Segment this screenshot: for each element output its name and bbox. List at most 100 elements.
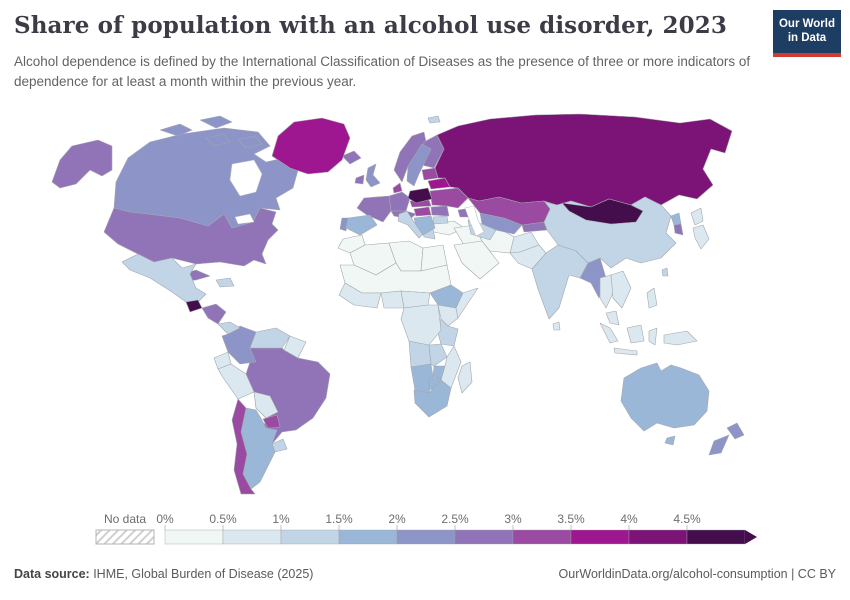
region-arctic-islands-4[interactable] [205,133,231,147]
country-panama-costa-rica[interactable] [217,321,241,335]
country-taiwan[interactable] [661,267,669,277]
country-kazakhstan[interactable] [467,196,551,226]
region-arctic-islands-3[interactable] [237,135,263,149]
region-arctic-islands-2[interactable] [199,115,233,129]
region-tasmania[interactable] [664,435,676,446]
hudson-bay [229,159,263,197]
country-somalia[interactable] [455,287,479,319]
region-balkans[interactable] [413,215,436,236]
country-france[interactable] [356,195,392,223]
region-west-africa[interactable] [338,282,382,309]
legend-tick-label: 2.5% [441,512,469,526]
great-lakes [234,213,255,225]
country-honduras-nicaragua[interactable] [201,303,227,325]
country-sweden[interactable] [406,143,432,187]
country-alaska[interactable] [51,139,113,189]
country-hungary[interactable] [413,206,432,217]
country-mongolia[interactable] [561,198,644,225]
legend-bin-swatch[interactable] [628,529,688,545]
data-source-label: Data source: [14,567,90,581]
region-indochina[interactable] [610,270,632,309]
country-kenya[interactable] [437,304,459,327]
country-ukraine[interactable] [429,187,469,209]
country-united-kingdom[interactable] [365,163,381,188]
region-sulawesi[interactable] [648,327,658,346]
legend-tick-label: 3% [504,512,522,526]
country-russia[interactable] [434,113,733,208]
world-map-svg [51,113,745,495]
legend-tick-label: 0.5% [209,512,237,526]
country-italy[interactable] [397,210,425,239]
country-guatemala[interactable] [185,299,203,313]
country-spain[interactable] [345,214,378,236]
country-pakistan[interactable] [509,244,547,270]
country-thailand[interactable] [599,274,614,309]
legend-bin-swatch[interactable] [454,529,514,545]
country-malaysia[interactable] [605,310,620,326]
country-japan-honshu[interactable] [692,224,710,250]
legend-tick-label: 4.5% [673,512,701,526]
legend-bin-swatch[interactable] [512,529,572,545]
country-bulgaria[interactable] [432,215,449,225]
legend-bin-swatch[interactable] [396,529,456,545]
legend-tick-label: 1% [272,512,290,526]
country-zambia[interactable] [428,343,448,367]
country-romania[interactable] [430,205,450,217]
data-source-text: IHME, Global Burden of Disease (2025) [89,567,314,581]
legend-tick-label: 3.5% [557,512,585,526]
country-denmark[interactable] [392,182,403,194]
country-poland[interactable] [407,187,433,204]
chart-footer: Data source: IHME, Global Burden of Dise… [14,567,836,581]
country-germany[interactable] [388,191,411,212]
country-nigeria[interactable] [380,290,405,309]
country-bolivia[interactable] [253,391,279,419]
region-baltics[interactable] [421,167,439,181]
owid-logo-text: Our World in Data [773,10,841,53]
country-paraguay[interactable] [262,414,281,429]
country-ireland[interactable] [354,174,365,185]
country-india[interactable] [531,244,589,320]
country-new-zealand-north[interactable] [726,422,745,440]
region-arctic-islands-1[interactable] [159,123,193,137]
country-chile[interactable] [231,398,256,495]
chart-subtitle: Alcohol dependence is defined by the Int… [14,54,751,89]
country-philippines[interactable] [646,287,658,309]
region-new-guinea[interactable] [663,330,698,346]
country-greenland[interactable] [271,117,351,175]
country-iceland[interactable] [341,150,362,165]
region-sumatra[interactable] [599,322,619,344]
map-legend: No data 0% 0.5% 1% 1.5% 2% 2.5% 3% 3.5% … [88,508,788,556]
legend-bin-swatch[interactable] [280,529,340,545]
owid-logo: Our World in Data [773,10,841,57]
legend-bin-swatch[interactable] [164,529,224,545]
country-saudi-arabia[interactable] [453,240,500,280]
country-north-korea[interactable] [670,212,682,226]
region-borneo[interactable] [626,324,645,344]
legend-bin-swatch[interactable] [338,529,398,545]
country-mexico[interactable] [121,253,207,303]
country-japan-hokkaido[interactable] [690,207,704,226]
country-sri-lanka[interactable] [552,321,561,331]
legend-bin-swatch[interactable] [570,529,630,545]
country-norway[interactable] [393,131,427,183]
data-source-line: Data source: IHME, Global Burden of Dise… [14,567,313,581]
legend-bin-swatch[interactable] [222,529,282,545]
legend-tick-label: 4% [620,512,638,526]
country-belarus[interactable] [427,177,451,190]
legend-no-data-swatch[interactable] [95,529,155,545]
region-svalbard[interactable] [427,115,441,124]
legend-tick-label: 1.5% [325,512,353,526]
country-mozambique[interactable] [440,345,462,389]
country-dr-congo[interactable] [400,304,442,346]
country-venezuela[interactable] [249,327,291,349]
country-hispaniola[interactable] [215,277,235,288]
country-south-korea[interactable] [673,223,684,236]
region-guyanas[interactable] [283,335,307,359]
country-australia[interactable] [620,362,710,432]
country-new-zealand-south[interactable] [708,434,730,456]
legend-bin-swatch[interactable] [686,529,746,545]
region-java[interactable] [613,347,638,356]
country-madagascar[interactable] [457,361,473,394]
country-south-africa[interactable] [413,379,452,418]
